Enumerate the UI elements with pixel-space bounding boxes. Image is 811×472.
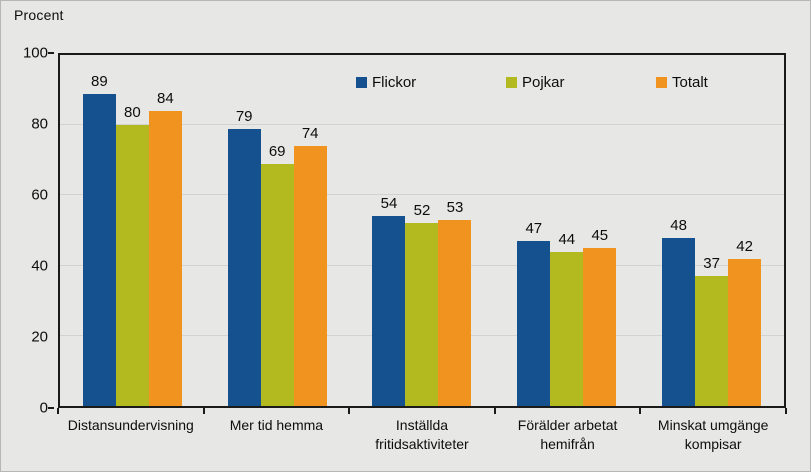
y-tick-label: 100 (22, 44, 48, 62)
bar-pojkar: 69 (260, 143, 294, 406)
y-tick-mark (48, 52, 54, 54)
x-tick (57, 408, 59, 414)
bar-totalt: 84 (148, 90, 182, 406)
bar-value-label: 47 (525, 220, 543, 238)
legend-swatch-totalt-icon (656, 77, 667, 88)
bar-flickor: 48 (662, 217, 696, 406)
bar-value-label: 44 (558, 230, 576, 248)
legend-label: Pojkar (522, 74, 565, 91)
bar-value-label: 80 (124, 104, 141, 122)
bar-totalt: 74 (293, 125, 327, 406)
bar-group: 48 37 42 (639, 55, 784, 406)
y-tick-label: 40 (31, 257, 48, 275)
legend-label: Flickor (372, 74, 417, 91)
bar-value-label: 37 (703, 255, 720, 273)
y-axis-title: Procent (14, 7, 64, 23)
x-tick (348, 408, 351, 414)
x-axis-ticks (57, 408, 787, 414)
bar-value-label: 54 (380, 195, 398, 213)
bar-flickor: 79 (227, 108, 261, 406)
plot-area: Flickor Pojkar Totalt 89 80 84 79 69 74 54 52 53 47… (58, 53, 786, 408)
bar-pojkar: 37 (695, 255, 729, 406)
bar-value-label: 89 (91, 72, 108, 90)
bar-value-label: 79 (235, 107, 253, 125)
x-category-label: Minskat umgänge kompisar (657, 417, 769, 452)
x-category-label: Inställda fritidsaktiviteter (375, 417, 469, 452)
bar-totalt: 53 (438, 199, 472, 406)
bar-pojkar: 52 (405, 202, 439, 406)
y-tick-label: 80 (31, 115, 48, 133)
bar-value-label: 42 (736, 237, 753, 255)
bar-value-label: 53 (446, 198, 464, 216)
bar-value-label: 48 (670, 216, 687, 234)
y-tick-mark (48, 407, 54, 409)
y-tick-label: 60 (31, 186, 48, 204)
x-category-label: Mer tid hemma (229, 417, 324, 433)
bar-flickor: 54 (372, 195, 406, 406)
gridline (60, 194, 784, 196)
bar-pojkar: 80 (115, 104, 149, 406)
y-tick-label: 20 (31, 328, 48, 346)
bar-value-label: 45 (591, 227, 609, 245)
bar-totalt: 42 (728, 238, 762, 406)
x-tick (639, 408, 642, 414)
legend-swatch-pojkar-icon (506, 77, 517, 88)
bar-flickor: 47 (517, 220, 551, 406)
bar-group: 54 52 53 (350, 55, 495, 406)
bar-group: 89 80 84 (60, 55, 205, 406)
legend-swatch-flickor-icon (356, 77, 367, 88)
bar-group: 47 44 45 (494, 55, 639, 406)
bar-group: 79 69 74 (205, 55, 350, 406)
x-category-label: Distansundervisning (67, 417, 194, 433)
bar-pojkar: 44 (550, 231, 584, 406)
legend-item-pojkar: Pojkar (506, 75, 565, 90)
bar-value-label: 52 (413, 202, 431, 220)
gridline (60, 124, 784, 126)
y-axis-labels: 0 20 40 60 80 100 (1, 46, 54, 416)
bar-value-label: 69 (268, 142, 286, 160)
x-category-label: Förälder arbetat hemifrån (517, 417, 618, 452)
bar-totalt: 45 (583, 227, 617, 406)
x-tick (202, 408, 205, 414)
y-tick-label: 0 (39, 399, 48, 417)
legend-item-totalt: Totalt (656, 75, 708, 90)
bar-value-label: 74 (301, 125, 319, 143)
x-tick (785, 408, 787, 414)
legend-label: Totalt (672, 74, 708, 91)
legend-item-flickor: Flickor (356, 75, 416, 90)
x-tick (493, 408, 496, 414)
bar-value-label: 84 (157, 90, 174, 108)
bar-flickor: 89 (82, 73, 116, 406)
